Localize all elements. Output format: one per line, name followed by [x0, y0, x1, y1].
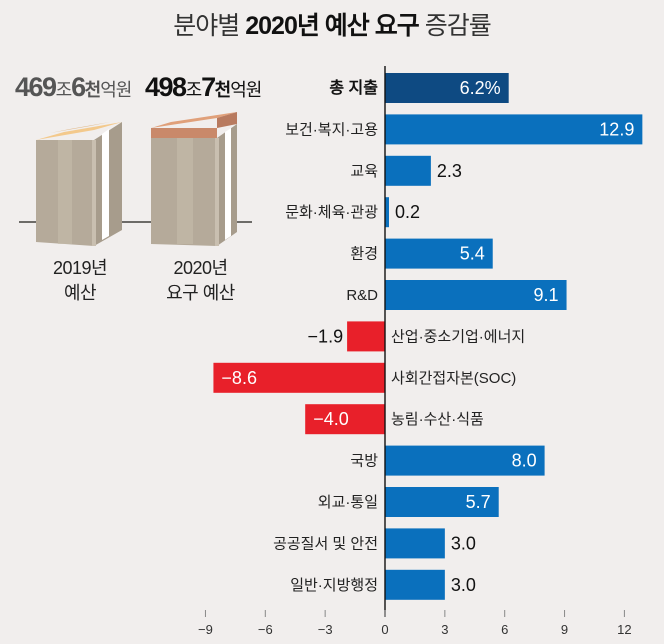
category-label: 일반·지방행정	[290, 577, 378, 594]
bar	[385, 155, 431, 186]
value-label: 5.4	[460, 244, 485, 264]
amount-unit: 억원	[230, 80, 262, 100]
money-stack-2019-icon	[36, 122, 122, 246]
bar	[385, 197, 389, 228]
bar	[213, 362, 385, 393]
category-label: 산업·중소기업·에너지	[391, 328, 525, 345]
caption-line: 2019년	[52, 258, 108, 278]
amount-sub: 6	[71, 72, 86, 102]
category-label: 총 지출	[329, 79, 378, 97]
caption-2020: 2020년 요구 예산	[143, 256, 258, 306]
category-label: 보건·복지·고용	[285, 121, 378, 138]
title-part2: 2020년 예산 요구	[245, 12, 420, 40]
category-label: 교육	[350, 163, 378, 180]
chart-title: 분야별 2020년 예산 요구 증감률	[0, 6, 664, 42]
value-label: −4.0	[313, 409, 349, 429]
bar	[385, 114, 643, 145]
category-label: 문화·체육·관광	[285, 204, 378, 221]
value-label: 12.9	[599, 119, 634, 139]
value-label: 8.0	[512, 451, 537, 471]
amount-unit: 천	[84, 80, 102, 100]
bar	[385, 445, 545, 476]
bar	[385, 73, 509, 103]
bar	[385, 528, 445, 559]
money-stack-2020-icon	[151, 112, 237, 246]
value-label: 3.0	[451, 575, 476, 595]
budget-2020-amount: 498조7천억원	[145, 72, 262, 103]
floor-line	[19, 221, 252, 223]
tick-label: −9	[198, 622, 213, 637]
amount-unit: 조	[55, 80, 73, 100]
bar	[385, 238, 493, 269]
value-label: −8.6	[221, 368, 257, 388]
title-part3: 증감률	[418, 12, 492, 40]
category-label: 사회간접자본(SOC)	[391, 370, 516, 387]
tick-label: 6	[501, 622, 508, 637]
tick-label: −3	[318, 622, 333, 637]
bar	[385, 569, 445, 600]
value-label: 2.3	[437, 161, 462, 181]
amount-unit: 천	[214, 80, 232, 100]
value-label: 6.2%	[460, 78, 501, 98]
value-label: −1.9	[308, 326, 344, 346]
amount-main: 498	[145, 72, 187, 102]
tick-label: 12	[617, 622, 631, 637]
value-label: 5.7	[466, 492, 491, 512]
amount-unit: 억원	[100, 80, 132, 100]
bar	[305, 404, 385, 435]
tick-label: 3	[441, 622, 448, 637]
budget-2019-amount: 469조6천억원	[15, 72, 132, 103]
category-label: 공공질서 및 안전	[273, 535, 378, 552]
bar	[385, 280, 567, 310]
title-part1: 분야별	[173, 12, 246, 40]
category-label: R&D	[346, 287, 378, 304]
amount-sub: 7	[201, 72, 216, 102]
caption-line: 예산	[63, 283, 97, 303]
caption-line: 2020년	[173, 258, 228, 278]
bar	[385, 487, 499, 517]
category-label: 환경	[350, 246, 378, 263]
bar	[347, 321, 385, 352]
category-label: 외교·통일	[318, 494, 378, 511]
category-label: 국방	[350, 453, 378, 470]
value-label: 3.0	[451, 533, 476, 553]
tick-label: 9	[561, 622, 568, 637]
category-label: 농림·수산·식품	[391, 411, 484, 428]
amount-main: 469	[15, 72, 57, 102]
tick-label: 0	[381, 622, 388, 637]
value-label: 0.2	[395, 202, 420, 222]
tick-label: −6	[258, 622, 273, 637]
caption-line: 요구 예산	[166, 283, 235, 303]
caption-2019: 2019년 예산	[30, 256, 130, 306]
value-label: 9.1	[534, 285, 559, 305]
amount-unit: 조	[185, 80, 203, 100]
